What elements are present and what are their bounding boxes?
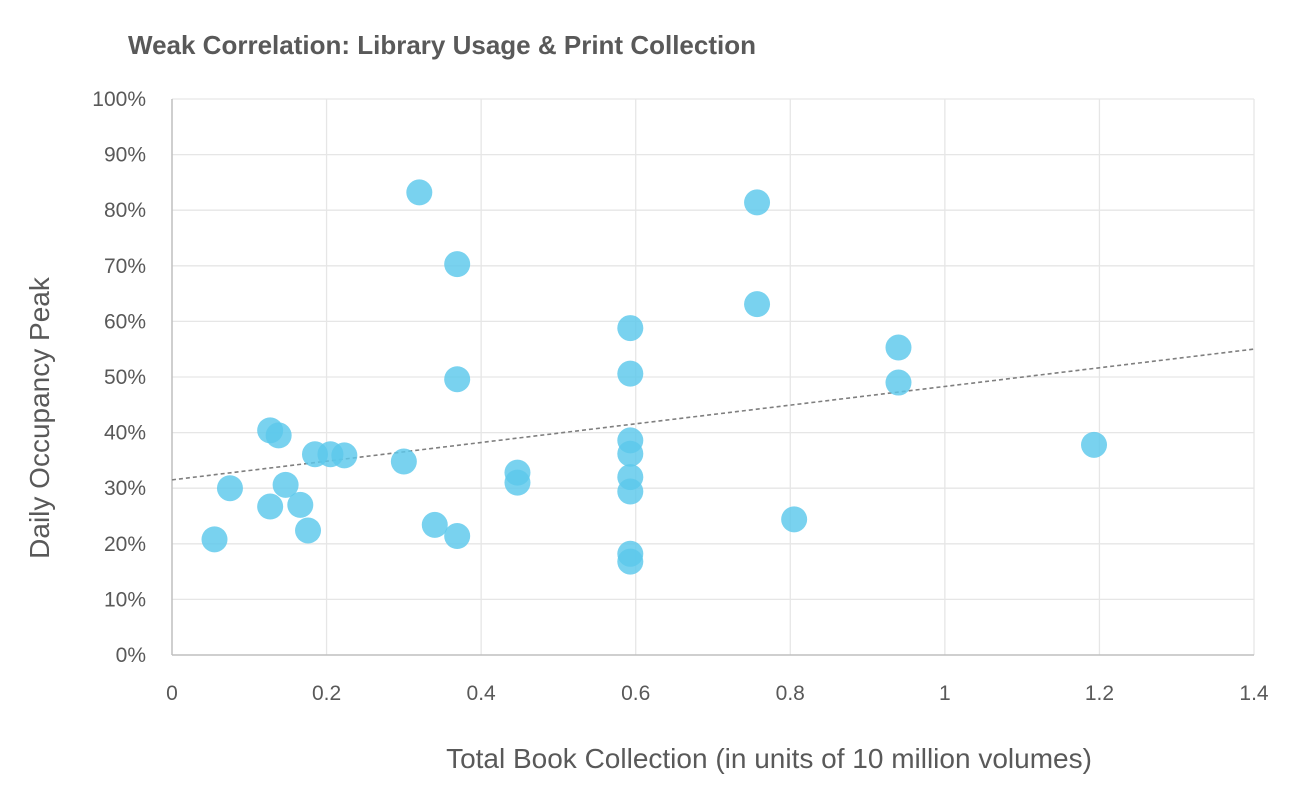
x-tick-label: 0.8 (776, 682, 805, 705)
y-tick-label: 80% (104, 199, 146, 222)
y-tick-label: 40% (104, 422, 146, 445)
data-point (744, 189, 771, 216)
data-point (1081, 431, 1108, 458)
y-tick-label: 0% (116, 644, 146, 667)
y-tick-labels: 0% 10% 20% 30% 40% 50% 60% 70% 80% 90% 100% (92, 88, 146, 667)
data-point (885, 334, 912, 361)
data-point (444, 251, 471, 278)
data-point (444, 366, 471, 393)
data-point (287, 491, 314, 518)
data-point (744, 291, 771, 318)
data-point (421, 511, 448, 538)
x-tick-label: 0.6 (621, 682, 650, 705)
x-axis-title: Total Book Collection (in units of 10 mi… (446, 743, 1092, 774)
data-point (504, 469, 531, 496)
x-tick-label: 0.4 (467, 682, 497, 705)
data-point (885, 369, 912, 396)
x-tick-labels: 0 0.2 0.4 0.6 0.8 1 1.2 1.4 (166, 682, 1269, 705)
y-tick-label: 100% (92, 88, 146, 111)
grid-lines (172, 98, 1255, 655)
data-point (617, 548, 644, 575)
axes (171, 99, 1254, 656)
data-point (617, 315, 644, 342)
data-point (444, 523, 471, 550)
data-point (201, 526, 228, 553)
data-point (617, 360, 644, 387)
y-tick-label: 20% (104, 533, 146, 556)
y-tick-label: 10% (104, 588, 146, 611)
x-tick-label: 1.4 (1239, 682, 1269, 705)
data-point (406, 179, 433, 206)
y-tick-label: 90% (104, 144, 146, 167)
data-point (272, 471, 299, 498)
data-point (216, 475, 243, 502)
y-tick-label: 60% (104, 310, 146, 333)
x-tick-label: 1 (939, 682, 951, 705)
x-tick-label: 0 (166, 682, 178, 705)
y-tick-label: 50% (104, 366, 146, 389)
data-point (265, 422, 292, 449)
x-tick-label: 1.2 (1085, 682, 1114, 705)
data-points (201, 179, 1108, 575)
data-point (617, 478, 644, 505)
data-point (617, 440, 644, 467)
y-axis-title: Daily Occupancy Peak (24, 276, 55, 559)
data-point (390, 448, 417, 475)
data-point (295, 517, 322, 544)
y-tick-label: 30% (104, 477, 146, 500)
data-point (331, 442, 358, 469)
data-point (257, 493, 284, 520)
chart-title: Weak Correlation: Library Usage & Print … (128, 30, 756, 60)
y-tick-label: 70% (104, 255, 146, 278)
x-tick-label: 0.2 (312, 682, 341, 705)
data-point (781, 506, 808, 533)
